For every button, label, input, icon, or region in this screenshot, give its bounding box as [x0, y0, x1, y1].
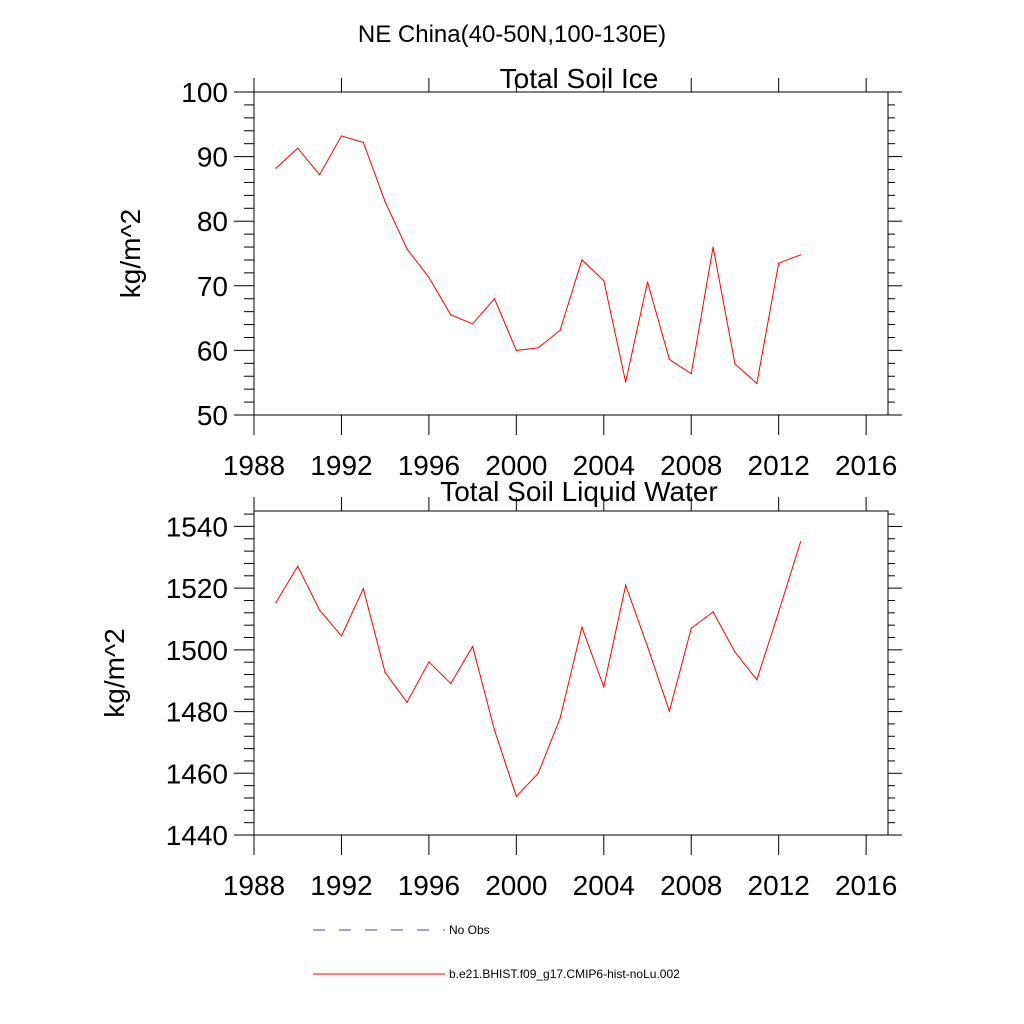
- data-point: [318, 174, 321, 176]
- data-point: [603, 280, 605, 282]
- y-tick-label: 70: [197, 271, 228, 302]
- data-point: [690, 627, 692, 629]
- data-point: [559, 329, 561, 331]
- x-tick-label: 2000: [485, 450, 547, 481]
- data-point: [472, 645, 474, 648]
- data-point: [625, 584, 627, 586]
- data-point: [625, 381, 627, 383]
- panel-title: Total Soil Ice: [500, 63, 659, 94]
- data-point: [537, 772, 539, 774]
- data-point: [450, 682, 452, 685]
- data-point: [297, 565, 299, 567]
- legend: No Obs b.e21.BHIST.f09_g17.CMIP6-hist-no…: [313, 923, 680, 981]
- data-point: [646, 281, 649, 283]
- data-point: [362, 588, 364, 590]
- data-point: [668, 358, 670, 361]
- legend-label-no-obs: No Obs: [449, 923, 490, 937]
- data-point: [428, 661, 430, 663]
- x-tick-label: 2016: [835, 450, 897, 481]
- data-point: [406, 248, 408, 250]
- data-point: [340, 135, 343, 137]
- y-tick-label: 1540: [166, 511, 228, 542]
- data-point: [778, 262, 780, 264]
- y-tick-label: 100: [181, 77, 228, 108]
- data-point: [712, 611, 714, 613]
- x-tick-label: 2008: [660, 870, 722, 901]
- data-point: [493, 729, 496, 731]
- legend-label-model-run: b.e21.BHIST.f09_g17.CMIP6-hist-noLu.002: [449, 967, 680, 981]
- data-point: [362, 141, 364, 143]
- data-point: [734, 363, 736, 365]
- data-point: [603, 686, 605, 688]
- data-point: [581, 626, 583, 628]
- y-tick-label: 60: [197, 335, 228, 366]
- x-tick-label: 1996: [398, 450, 460, 481]
- y-tick-label: 50: [197, 400, 228, 431]
- data-point: [799, 541, 802, 543]
- figure-title: NE China(40-50N,100-130E): [358, 21, 666, 48]
- x-tick-label: 2004: [573, 870, 635, 901]
- panel-title: Total Soil Liquid Water: [440, 476, 718, 507]
- data-point: [515, 349, 517, 351]
- x-tick-label: 1988: [223, 450, 285, 481]
- data-point: [297, 147, 299, 149]
- data-point: [384, 672, 386, 674]
- data-point: [712, 246, 714, 248]
- series-line: [275, 541, 802, 798]
- data-point: [450, 314, 452, 316]
- data-point: [581, 259, 583, 261]
- ice-panel: Total Soil Ice 1988 1992 1996 2000 2004 2008 20…: [115, 63, 902, 481]
- y-axis-label: kg/m^2: [99, 628, 130, 717]
- data-point: [318, 609, 321, 611]
- data-point: [778, 611, 780, 613]
- y-tick-label: 1500: [166, 635, 228, 666]
- x-tick-label: 2012: [748, 450, 810, 481]
- data-point: [275, 602, 277, 604]
- data-point: [559, 717, 561, 719]
- data-point: [756, 679, 758, 681]
- x-tick-label: 2004: [573, 450, 635, 481]
- data-point: [406, 701, 408, 703]
- y-tick-label: 1440: [166, 820, 228, 851]
- x-tick-label: 2016: [835, 870, 897, 901]
- x-tick-label: 2008: [660, 450, 722, 481]
- data-point: [472, 323, 474, 325]
- data-point: [690, 373, 692, 375]
- x-tick-label: 2012: [748, 870, 810, 901]
- data-point: [668, 710, 670, 712]
- x-tick-label: 1992: [310, 870, 372, 901]
- data-point: [537, 347, 539, 349]
- plot-frame: [253, 510, 889, 836]
- x-tick-label: 2000: [485, 870, 547, 901]
- y-tick-label: 1520: [166, 573, 228, 604]
- data-point: [756, 382, 758, 384]
- data-point: [515, 795, 517, 798]
- data-point: [734, 651, 736, 653]
- y-tick-label: 1480: [166, 697, 228, 728]
- data-point: [384, 201, 386, 203]
- series-line: [275, 135, 801, 385]
- data-point: [275, 167, 277, 169]
- plot-frame: [253, 91, 889, 416]
- y-tick-label: 80: [197, 206, 228, 237]
- data-point: [340, 635, 343, 637]
- x-tick-label: 1992: [310, 450, 372, 481]
- data-point: [799, 254, 802, 256]
- y-axis-label: kg/m^2: [115, 209, 146, 298]
- liquid-water-panel: Total Soil Liquid Water 1988 1992 1996 2000 2…: [99, 476, 902, 901]
- data-point: [428, 276, 430, 279]
- data-point: [493, 298, 496, 300]
- data-point: [646, 645, 649, 648]
- y-tick-label: 90: [197, 142, 228, 173]
- x-tick-label: 1996: [398, 870, 460, 901]
- x-tick-label: 1988: [223, 870, 285, 901]
- y-tick-label: 1460: [166, 758, 228, 789]
